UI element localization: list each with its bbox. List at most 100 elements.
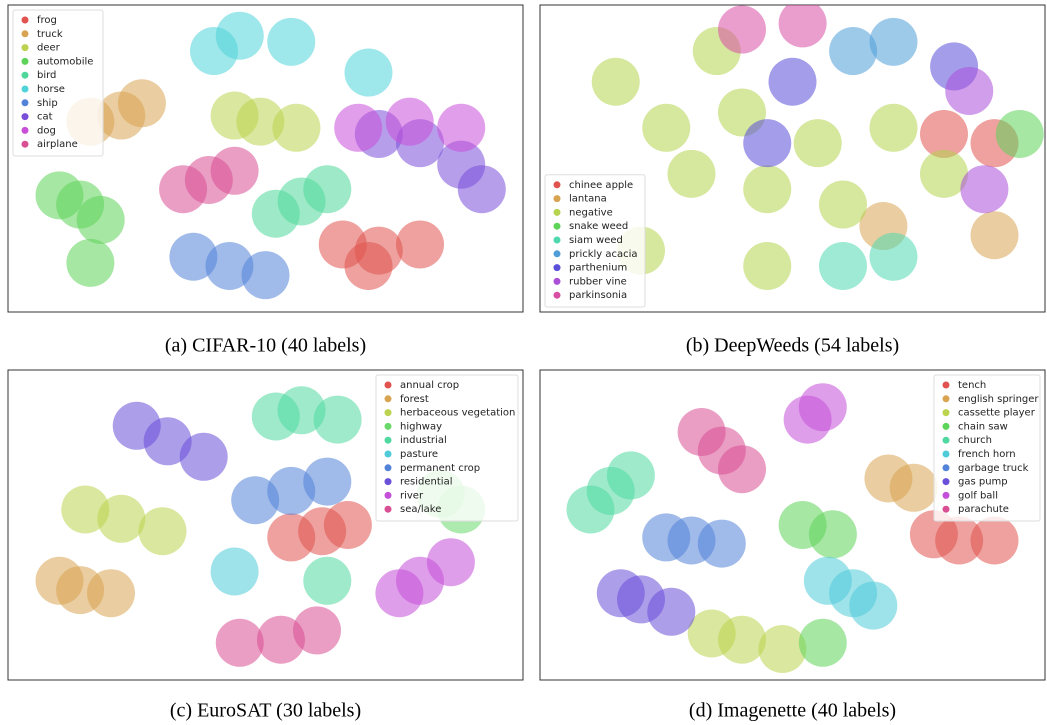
legend-marker <box>553 208 561 216</box>
cluster-point <box>169 232 218 281</box>
legend-label: tench <box>958 380 986 391</box>
cluster-point <box>647 587 696 636</box>
legend-label: french horn <box>958 449 1016 460</box>
cluster-point <box>97 494 146 543</box>
cluster-point <box>849 581 898 630</box>
cluster-point <box>909 510 958 559</box>
panel: tench english springer cassette player chai… <box>539 369 1046 722</box>
cluster-point <box>798 618 847 667</box>
cluster-point <box>303 556 352 605</box>
legend-marker <box>942 395 950 403</box>
cluster-point <box>869 17 918 66</box>
cluster-point <box>995 109 1044 158</box>
legend-marker <box>942 450 950 458</box>
legend-marker <box>942 478 950 486</box>
cluster-point <box>591 57 640 106</box>
legend-label: permanent crop <box>400 463 480 474</box>
legend-label: ship <box>37 98 58 109</box>
cluster-point <box>829 27 878 76</box>
legend-label: siam weed <box>569 235 623 246</box>
legend-marker <box>942 464 950 472</box>
cluster-point <box>251 392 300 441</box>
legend-label: truck <box>37 29 63 40</box>
cluster-point <box>190 27 238 76</box>
legend-label: snake weed <box>569 221 628 232</box>
legend-marker <box>21 16 29 24</box>
cluster-point <box>945 66 994 115</box>
legend-box <box>375 374 519 522</box>
legend-label: golf ball <box>958 490 998 501</box>
cluster-point <box>251 189 300 238</box>
cluster-point <box>793 119 842 168</box>
legend-marker <box>553 264 561 272</box>
legend-label: chinee apple <box>569 180 633 191</box>
cluster-point <box>596 569 645 618</box>
legend-marker <box>21 140 29 148</box>
cluster-point <box>743 241 792 290</box>
cluster-point <box>272 103 321 152</box>
cluster-point <box>743 165 792 214</box>
legend-marker <box>21 44 29 52</box>
cluster-point <box>920 149 968 198</box>
legend-marker <box>553 195 561 203</box>
legend: frog truck deer automobile bird horse ship cat d… <box>12 9 104 157</box>
cluster-point <box>606 451 655 500</box>
legend-marker <box>21 85 29 93</box>
legend-label: annual crop <box>400 380 459 391</box>
legend-marker <box>21 57 29 65</box>
cluster-point <box>205 241 254 290</box>
legend-marker <box>553 291 561 299</box>
legend-label: frog <box>37 15 57 26</box>
legend-label: automobile <box>37 56 93 67</box>
caption: (b) DeepWeeds (54 labels) <box>686 335 899 357</box>
legend-marker <box>553 250 561 258</box>
legend-marker <box>384 395 392 403</box>
legend-marker <box>384 381 392 389</box>
cluster-point <box>385 97 434 146</box>
cluster-point <box>687 609 736 658</box>
legend-label: rubber vine <box>569 276 627 287</box>
legend-marker <box>384 478 392 486</box>
cluster-point <box>35 171 84 220</box>
cluster-point <box>697 519 746 568</box>
cluster-point <box>179 432 228 481</box>
cluster-point <box>798 383 847 432</box>
legend-label: horse <box>37 84 65 95</box>
legend-marker <box>553 236 561 244</box>
legend-marker <box>942 436 950 444</box>
cluster-point <box>667 149 716 198</box>
cluster-point <box>87 569 135 618</box>
legend-box <box>12 9 104 157</box>
legend: chinee apple lantana negative snake weed sia… <box>544 174 646 308</box>
cluster-point <box>889 463 938 512</box>
legend-label: bird <box>37 70 56 81</box>
cluster-point <box>743 119 792 168</box>
cluster-point <box>61 485 110 534</box>
legend-label: cat <box>37 112 53 123</box>
legend-marker <box>384 505 392 513</box>
legend-marker <box>553 181 561 189</box>
cluster-point <box>256 615 305 664</box>
legend-marker <box>21 99 29 107</box>
legend-label: highway <box>400 421 442 432</box>
legend-label: parachute <box>958 504 1009 515</box>
legend-marker <box>384 436 392 444</box>
legend-label: industrial <box>400 435 447 446</box>
cluster-point <box>303 457 352 506</box>
cluster-point <box>718 445 766 494</box>
cluster-point <box>303 165 352 214</box>
legend-label: sea/lake <box>400 504 441 515</box>
caption: (a) CIFAR-10 (40 labels) <box>165 335 366 357</box>
cluster-point <box>426 538 475 587</box>
cluster-point <box>642 103 691 152</box>
legend-marker <box>942 505 950 513</box>
cluster-point <box>76 195 125 244</box>
legend-label: dog <box>37 125 56 136</box>
legend-label: prickly acacia <box>569 249 638 260</box>
cluster-point <box>970 516 1019 565</box>
legend-marker <box>21 113 29 121</box>
cluster-point <box>758 625 807 673</box>
legend-marker <box>384 491 392 499</box>
